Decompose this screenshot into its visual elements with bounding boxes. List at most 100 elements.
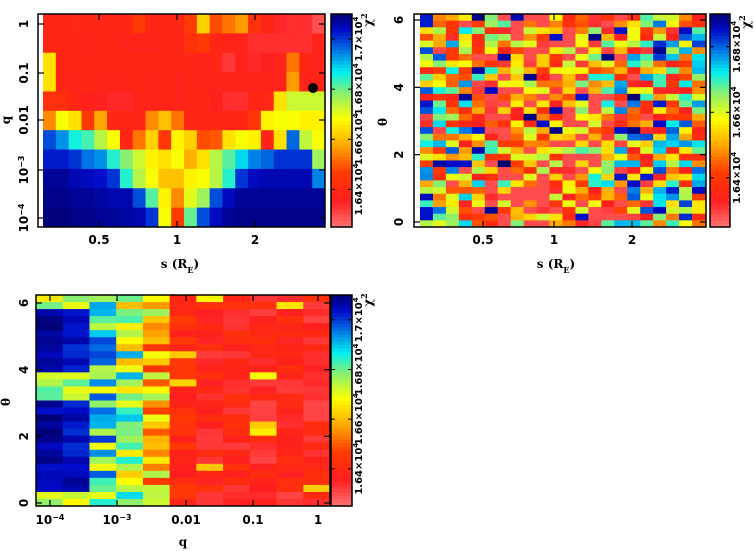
heatmap-cell xyxy=(484,147,499,155)
heatmap-cell xyxy=(640,27,654,35)
heatmap-cell xyxy=(445,80,460,88)
heatmap-cell xyxy=(303,421,331,430)
heatmap-cell xyxy=(692,100,706,108)
heatmap-cell xyxy=(471,187,486,195)
heatmap-cell xyxy=(420,87,434,95)
heatmap-cell xyxy=(666,40,680,48)
heatmap-cell xyxy=(666,200,680,208)
heatmap-cell xyxy=(575,147,589,155)
heatmap-cell xyxy=(171,207,185,228)
heatmap-cell xyxy=(614,127,628,135)
heatmap-cell xyxy=(94,14,108,34)
heatmap-cell xyxy=(94,33,108,54)
heatmap-cell xyxy=(184,91,198,112)
colorbar-swatch xyxy=(710,67,730,72)
heatmap-cell xyxy=(145,207,159,228)
heatmap-cell xyxy=(510,200,525,208)
heatmap-cell xyxy=(497,180,512,188)
heatmap-cell xyxy=(562,193,576,201)
heatmap-cell xyxy=(627,180,641,188)
heatmap-cell xyxy=(471,27,486,35)
xlabel-s-theta: s (RE) xyxy=(537,257,575,275)
colorbar-swatch xyxy=(331,481,352,486)
heatmap-cell xyxy=(549,100,563,108)
heatmap-cell xyxy=(303,330,331,338)
heatmap-cell xyxy=(510,107,525,115)
heatmap-cell xyxy=(299,110,313,131)
heatmap-cell xyxy=(132,130,147,151)
heatmap-cell xyxy=(653,47,667,55)
heatmap-cell xyxy=(81,188,95,209)
heatmap-cell xyxy=(248,110,262,131)
heatmap-cell xyxy=(299,52,313,73)
heatmap-cell xyxy=(36,407,64,416)
heatmap-cell xyxy=(601,180,615,188)
heatmap-cell xyxy=(116,302,144,310)
colorbar-tick-label: 1.64×104 xyxy=(730,152,743,204)
heatmap-cell xyxy=(196,435,224,444)
heatmap-cell xyxy=(458,60,473,68)
heatmap-cell xyxy=(588,73,602,82)
heatmap-cell xyxy=(536,160,551,168)
heatmap-cell xyxy=(81,130,95,151)
heatmap-cell xyxy=(142,477,171,486)
colorbar-swatch xyxy=(331,309,352,314)
heatmap-cell xyxy=(627,87,641,95)
heatmap-cell xyxy=(89,330,117,338)
heatmap-cell xyxy=(223,498,251,507)
heatmap-cell xyxy=(523,73,538,82)
heatmap-cell xyxy=(43,149,57,170)
heatmap-cell xyxy=(445,53,460,62)
heatmap-cell xyxy=(196,358,224,366)
heatmap-cell xyxy=(299,130,313,151)
heatmap-cell xyxy=(36,428,64,437)
heatmap-cell xyxy=(523,147,538,155)
heatmap-cell xyxy=(62,470,90,479)
heatmap-cell xyxy=(536,153,551,161)
heatmap-cell xyxy=(273,188,288,209)
heatmap-cell xyxy=(303,358,331,366)
heatmap-cell xyxy=(692,200,706,208)
heatmap-cell xyxy=(145,110,159,131)
heatmap-cell xyxy=(420,80,434,88)
heatmap-cell xyxy=(536,167,551,175)
colorbar-swatch xyxy=(331,85,352,90)
heatmap-cell xyxy=(132,33,147,54)
heatmap-cell xyxy=(196,414,224,423)
heatmap-cell xyxy=(471,33,486,42)
colorbar-swatch xyxy=(331,134,352,139)
colorbar-swatch xyxy=(331,375,352,380)
heatmap-cell xyxy=(575,60,589,68)
heatmap-cell xyxy=(510,147,525,155)
heatmap-cell xyxy=(89,372,117,380)
heatmap-cell xyxy=(276,463,304,472)
heatmap-cell xyxy=(562,200,576,208)
heatmap-cell xyxy=(536,80,551,88)
heatmap-cell xyxy=(68,207,82,228)
colorbar-swatch xyxy=(331,152,352,157)
heatmap-cell xyxy=(312,33,326,54)
heatmap-cell xyxy=(588,140,602,148)
heatmap-cell xyxy=(107,168,121,189)
heatmap-cell xyxy=(36,358,64,366)
heatmap-cell xyxy=(510,160,525,168)
heatmap-cell xyxy=(142,484,171,493)
heatmap-cell xyxy=(653,160,667,168)
heatmap-cell xyxy=(223,435,251,444)
heatmap-cell xyxy=(142,365,171,373)
heatmap-cell xyxy=(458,53,473,62)
heatmap-cell xyxy=(549,173,563,181)
heatmap-cell xyxy=(116,428,144,437)
heatmap-cell xyxy=(653,127,667,135)
heatmap-cell xyxy=(601,73,615,82)
heatmap-cell xyxy=(497,107,512,115)
heatmap-cell xyxy=(169,372,197,380)
heatmap-cell xyxy=(142,323,171,331)
heatmap-cell xyxy=(249,330,278,338)
heatmap-cell xyxy=(196,168,211,189)
heatmap-cell xyxy=(223,449,251,458)
colorbar-tick-label: 1.68×104 xyxy=(352,63,365,115)
heatmap-cell xyxy=(249,372,278,380)
colorbar-swatch xyxy=(331,453,352,458)
heatmap-cell xyxy=(471,160,486,168)
